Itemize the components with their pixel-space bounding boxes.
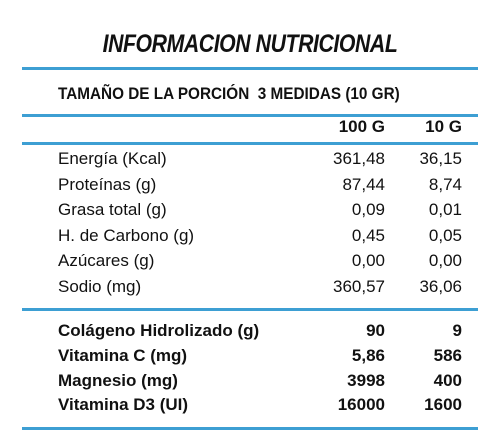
value-100g: 16000	[337, 395, 385, 415]
row-label: Proteínas (g)	[58, 174, 157, 194]
divider	[22, 142, 478, 145]
divider	[22, 308, 478, 311]
value-100g: 5,86	[351, 345, 385, 365]
value-100g: 0,00	[351, 251, 385, 270]
row-label: H. de Carbono (g)	[58, 225, 195, 245]
value-10g: 8,74	[428, 174, 462, 194]
value-100g: 3998	[347, 370, 385, 390]
value-10g: 0,05	[428, 225, 462, 245]
serving-size: TAMAÑO DE LA PORCIÓN 3 MEDIDAS (10 GR)	[58, 84, 400, 104]
value-10g: 0,00	[428, 251, 462, 270]
value-100g: 361,48	[333, 149, 385, 168]
column-header: 100 G	[338, 117, 385, 136]
value-10g: 36,15	[419, 149, 462, 168]
row-label: Magnesio (mg)	[58, 370, 178, 390]
row-label: Vitamina D3 (UI)	[58, 395, 189, 415]
value-100g: 360,57	[333, 276, 385, 296]
title: INFORMACION NUTRICIONAL	[102, 30, 398, 58]
value-10g: 0,01	[428, 200, 462, 219]
value-100g: 0,45	[351, 225, 385, 245]
divider	[22, 67, 478, 70]
serving-label: TAMAÑO DE LA PORCIÓN	[58, 84, 250, 103]
row-label: Energía (Kcal)	[58, 149, 167, 168]
value-10g: 586	[433, 345, 462, 365]
value-100g: 87,44	[342, 174, 385, 194]
value-10g: 400	[433, 370, 462, 390]
value-10g: 36,06	[419, 276, 462, 296]
divider	[22, 114, 478, 117]
value-10g: 1600	[424, 395, 462, 415]
row-label: Colágeno Hidrolizado (g)	[58, 321, 260, 340]
row-label: Vitamina C (mg)	[58, 345, 188, 365]
row-label: Sodio (mg)	[58, 276, 142, 296]
column-header: 10 G	[425, 117, 462, 136]
value-10g: 9	[452, 321, 462, 340]
serving-value: 3 MEDIDAS (10 GR)	[257, 84, 400, 103]
divider	[22, 427, 478, 430]
row-label: Azúcares (g)	[58, 251, 155, 270]
value-100g: 0,09	[351, 200, 385, 219]
row-label: Grasa total (g)	[58, 200, 167, 219]
value-100g: 90	[366, 321, 385, 340]
